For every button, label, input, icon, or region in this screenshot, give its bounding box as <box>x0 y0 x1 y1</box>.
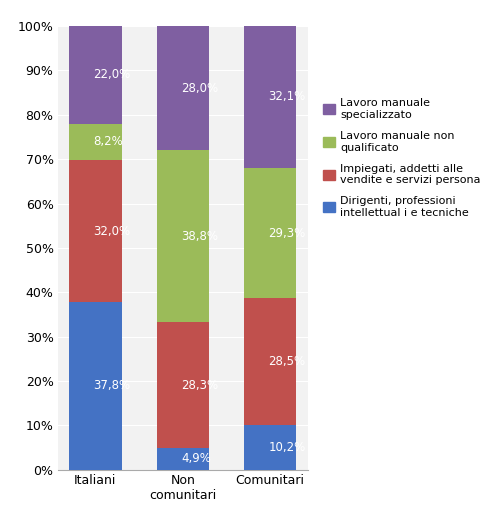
Text: 8,2%: 8,2% <box>94 135 123 148</box>
Text: 28,3%: 28,3% <box>180 379 218 392</box>
Text: 22,0%: 22,0% <box>94 68 131 81</box>
Text: 32,0%: 32,0% <box>94 224 131 238</box>
Bar <box>243 298 296 424</box>
Bar <box>243 424 296 470</box>
Text: 28,0%: 28,0% <box>180 82 218 94</box>
Text: 32,1%: 32,1% <box>268 90 305 103</box>
Text: 29,3%: 29,3% <box>268 227 305 240</box>
Bar <box>243 26 296 168</box>
Bar <box>156 150 209 323</box>
Text: 37,8%: 37,8% <box>94 379 131 393</box>
Bar <box>243 168 296 298</box>
Text: 28,5%: 28,5% <box>268 355 305 368</box>
Legend: Lavoro manuale
specializzato, Lavoro manuale non
qualificato, Impiegati, addetti: Lavoro manuale specializzato, Lavoro man… <box>323 98 480 218</box>
Text: 38,8%: 38,8% <box>180 230 217 243</box>
Bar <box>69 160 121 302</box>
Text: 4,9%: 4,9% <box>180 453 210 466</box>
Bar <box>156 323 209 448</box>
Bar <box>156 26 209 150</box>
Bar <box>69 124 121 160</box>
Bar <box>69 26 121 124</box>
Bar <box>156 448 209 470</box>
Text: 10,2%: 10,2% <box>268 441 305 454</box>
Bar <box>69 302 121 470</box>
